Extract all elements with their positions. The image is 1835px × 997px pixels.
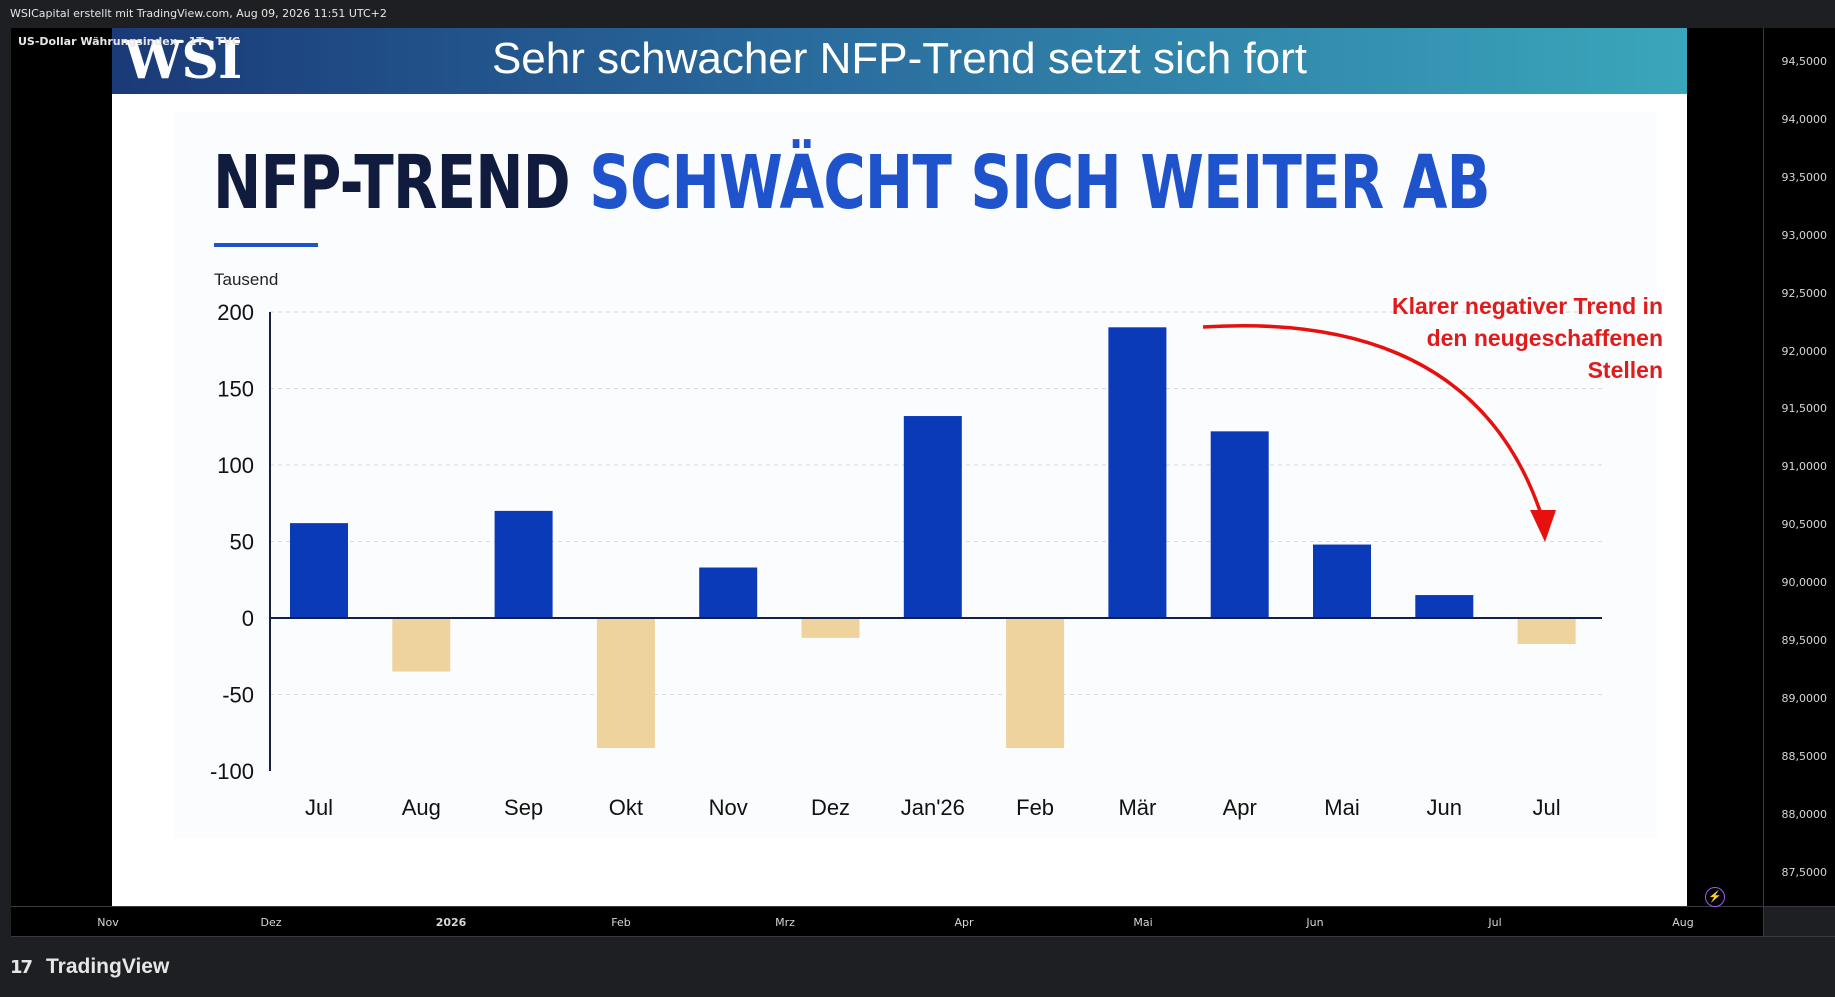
time-label: Apr	[954, 916, 974, 929]
price-label: 88,0000	[1781, 807, 1828, 821]
time-label: Dez	[260, 916, 282, 929]
time-label: 2026	[435, 916, 467, 929]
axis-divider	[11, 936, 1835, 937]
headline-dark: NFP-TREND	[213, 140, 571, 226]
wsi-logo: WSI	[124, 30, 242, 91]
annotation-line: Stellen	[1587, 357, 1663, 383]
x-tick-label: Feb	[1016, 795, 1054, 820]
trend-annotation: Klarer negativer Trend in den neugeschaf…	[1343, 290, 1663, 386]
tradingview-logo-icon: 17	[10, 957, 33, 978]
bar	[699, 567, 758, 618]
y-tick-label: 0	[242, 606, 254, 631]
bar	[1210, 431, 1269, 618]
trend-arrow	[1202, 324, 1545, 521]
bar	[494, 510, 553, 618]
time-label: Aug	[1672, 916, 1694, 929]
y-tick-label: 200	[217, 300, 254, 325]
headline-blue: SCHWÄCHT SICH WEITER AB	[589, 140, 1490, 226]
bar	[1108, 327, 1167, 618]
x-tick-label: Dez	[811, 795, 850, 820]
price-label: 92,5000	[1781, 286, 1828, 300]
time-label: Jul	[1488, 916, 1502, 929]
x-tick-label: Jun	[1427, 795, 1462, 820]
time-label: Feb	[611, 916, 631, 929]
x-tick-label: Jan'26	[901, 795, 965, 820]
y-tick-label: 150	[217, 377, 254, 402]
price-label: 88,5000	[1781, 749, 1828, 763]
bar	[596, 618, 655, 749]
price-axis[interactable]: 94,5000 94,0000 93,5000 93,0000 92,5000 92,00…	[1764, 28, 1835, 906]
tradingview-brand: TradingView	[46, 955, 170, 978]
bar	[903, 416, 962, 618]
y-tick-label: -100	[210, 759, 254, 784]
y-tick-label: 50	[230, 530, 254, 555]
bar	[1006, 618, 1065, 749]
price-label: 94,5000	[1781, 55, 1828, 68]
y-tick-label: -50	[222, 683, 254, 708]
x-tick-label: Aug	[402, 795, 441, 820]
price-label: 90,5000	[1781, 518, 1828, 532]
price-label: 91,0000	[1781, 460, 1828, 474]
x-tick-label: Mai	[1324, 795, 1359, 820]
annotation-line: Klarer negativer Trend in	[1392, 293, 1663, 319]
y-tick-label: 100	[217, 453, 254, 478]
price-label: 93,5000	[1781, 170, 1828, 184]
bar	[392, 618, 451, 672]
y-axis-unit: Tausend	[214, 270, 279, 289]
headline-underline	[214, 243, 318, 247]
bar	[1517, 618, 1576, 645]
x-tick-label: Sep	[504, 795, 543, 820]
price-label: 90,0000	[1781, 576, 1828, 590]
wsi-banner	[112, 28, 1687, 94]
symbol-legend[interactable]: US-Dollar Währungsindex · 1T · TVC	[18, 35, 240, 48]
bar	[290, 523, 348, 618]
trend-arrow-head	[1530, 510, 1556, 542]
price-label: 92,0000	[1781, 344, 1828, 358]
x-tick-label: Nov	[709, 795, 748, 820]
banner-title: Sehr schwacher NFP-Trend setzt sich fort	[491, 34, 1308, 83]
x-tick-label: Jul	[1533, 795, 1561, 820]
annotation-line: den neugeschaffenen	[1426, 325, 1663, 351]
x-tick-label: Okt	[609, 795, 643, 820]
price-label: 89,5000	[1781, 634, 1828, 647]
x-tick-label: Apr	[1223, 795, 1257, 820]
axis-divider	[1763, 28, 1764, 936]
time-label: Jun	[1306, 916, 1324, 929]
price-label: 93,0000	[1781, 228, 1828, 242]
top-bar: WSICapital erstellt mit TradingView.com,…	[0, 0, 1835, 28]
price-label: 94,0000	[1781, 112, 1828, 126]
bar	[801, 618, 860, 638]
time-label: Mai	[1133, 916, 1153, 929]
slide-headline: NFP-TREND SCHWÄCHT SICH WEITER AB	[213, 140, 1491, 226]
price-label: 89,0000	[1781, 691, 1828, 705]
attribution-text: WSICapital erstellt mit TradingView.com,…	[10, 7, 387, 20]
x-tick-label: Mär	[1118, 795, 1156, 820]
bar	[1313, 544, 1371, 618]
lightning-icon[interactable]: ⚡	[1705, 887, 1725, 907]
time-label: Nov	[97, 916, 119, 929]
time-label: Mrz	[775, 916, 795, 929]
x-tick-label: Jul	[305, 795, 333, 820]
time-axis[interactable]: Nov Dez 2026 Feb Mrz Apr Mai Jun Jul Aug	[11, 907, 1763, 936]
price-label: 91,5000	[1781, 402, 1828, 416]
axis-divider	[11, 906, 1835, 907]
price-label: 87,5000	[1781, 865, 1828, 879]
bar	[1415, 595, 1474, 618]
